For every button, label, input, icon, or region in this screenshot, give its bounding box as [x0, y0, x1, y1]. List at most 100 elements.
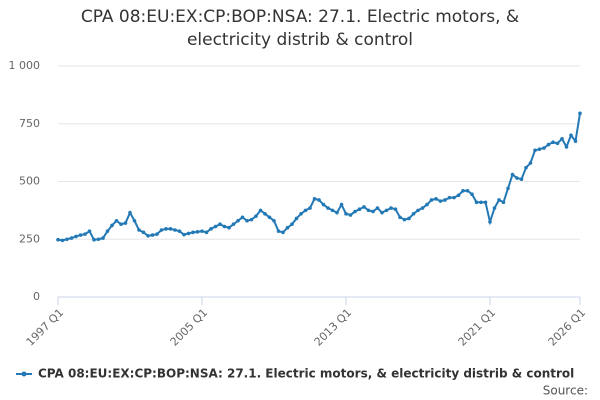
point — [465, 188, 470, 193]
point — [227, 225, 231, 230]
legend-label: CPA 08:EU:EX:CP:BOP:NSA: 27.1. Electric … — [38, 367, 574, 381]
point — [132, 218, 137, 223]
point — [249, 217, 254, 222]
x-tick-label: 2021 Q1 — [456, 306, 499, 349]
point — [87, 229, 92, 233]
point — [470, 192, 474, 197]
point — [312, 197, 317, 201]
point — [384, 208, 389, 213]
point — [461, 188, 465, 193]
point — [182, 232, 186, 237]
x-tick-label: 1997 Q1 — [24, 306, 67, 349]
point — [231, 222, 236, 227]
point — [344, 212, 348, 216]
point — [578, 111, 582, 116]
point — [375, 206, 380, 210]
point — [317, 198, 321, 202]
point — [510, 172, 515, 177]
line — [57, 113, 581, 242]
point — [240, 215, 245, 220]
point — [546, 142, 551, 147]
point — [254, 214, 258, 218]
point — [245, 218, 249, 223]
point — [276, 229, 281, 233]
point — [362, 205, 366, 209]
point — [164, 227, 168, 231]
x-tick-label: 2026 Q1 — [546, 306, 589, 349]
point — [65, 237, 69, 242]
point — [159, 228, 164, 232]
point — [290, 222, 294, 227]
point — [488, 220, 492, 224]
legend-marker — [21, 371, 27, 377]
point — [429, 198, 434, 202]
point — [492, 206, 497, 210]
point — [128, 210, 132, 215]
point — [119, 222, 123, 227]
point — [209, 227, 213, 231]
point — [371, 209, 375, 214]
point — [380, 210, 384, 215]
point — [348, 213, 353, 217]
y-tick-label: 500 — [19, 175, 40, 188]
point — [456, 193, 461, 198]
point — [321, 202, 326, 207]
point — [213, 224, 218, 229]
point — [123, 221, 128, 225]
point — [497, 198, 501, 202]
point — [236, 218, 240, 223]
point — [402, 217, 407, 222]
point — [479, 200, 483, 205]
point — [74, 234, 78, 239]
point — [285, 225, 290, 230]
point — [416, 208, 420, 213]
point — [308, 206, 312, 210]
point — [528, 161, 533, 165]
point — [524, 165, 528, 170]
point — [569, 133, 573, 138]
point — [105, 229, 110, 233]
point — [303, 208, 308, 213]
point — [110, 223, 114, 228]
point — [438, 199, 443, 203]
point — [537, 147, 542, 151]
point — [101, 236, 105, 240]
point — [483, 200, 488, 205]
point — [515, 176, 519, 180]
point — [60, 238, 65, 243]
point — [389, 206, 393, 210]
point — [191, 230, 195, 235]
y-tick-label: 250 — [19, 232, 40, 245]
point — [393, 207, 398, 212]
y-tick-label: 750 — [19, 117, 40, 130]
point — [357, 207, 362, 212]
point — [137, 228, 141, 232]
point — [150, 233, 155, 237]
point — [294, 216, 299, 221]
point — [186, 231, 191, 236]
point — [96, 237, 101, 242]
point — [533, 148, 537, 153]
point — [326, 206, 330, 210]
point — [83, 232, 87, 236]
point — [501, 200, 506, 205]
point — [155, 232, 159, 236]
point — [56, 237, 60, 242]
y-tick-label: 0 — [33, 290, 40, 303]
point — [272, 218, 276, 223]
point — [141, 230, 146, 235]
x-tick-label: 2013 Q1 — [312, 306, 355, 349]
point — [506, 186, 510, 191]
point — [353, 209, 357, 214]
y-tick-label: 1 000 — [9, 59, 41, 72]
point — [173, 228, 177, 232]
point — [335, 210, 339, 215]
point — [560, 136, 564, 141]
x-tick-label: 2005 Q1 — [168, 306, 211, 349]
point — [555, 141, 560, 146]
point — [551, 140, 555, 145]
point — [258, 208, 263, 213]
point — [519, 177, 524, 181]
